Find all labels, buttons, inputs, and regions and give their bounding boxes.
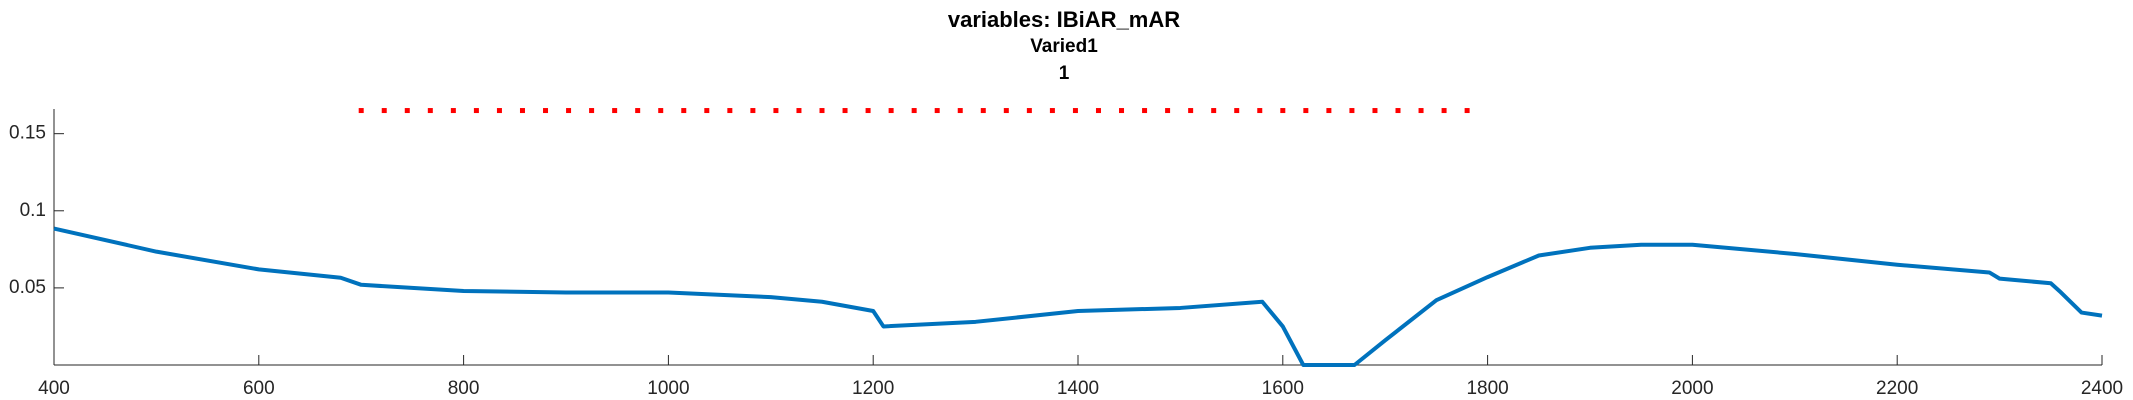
data-dot	[727, 108, 733, 114]
data-dot	[773, 108, 779, 114]
data-dot	[589, 108, 595, 114]
y-tick-label: 0.1	[20, 200, 46, 221]
data-dot	[681, 108, 687, 114]
data-dot	[1349, 108, 1355, 114]
data-dot	[1326, 108, 1332, 114]
data-line	[53, 226, 2103, 367]
data-dot	[1441, 108, 1447, 114]
data-dot	[819, 108, 825, 114]
data-dot	[957, 108, 963, 114]
data-dot	[381, 108, 387, 114]
data-dot	[358, 108, 364, 114]
data-dot	[612, 108, 618, 114]
data-dot	[1257, 108, 1263, 114]
x-tick-label: 600	[243, 378, 275, 399]
data-dot	[1026, 108, 1032, 114]
data-dot	[496, 108, 502, 114]
data-dot	[450, 108, 456, 114]
x-tick-label: 1600	[1262, 378, 1304, 399]
data-dot	[1372, 108, 1378, 114]
x-tick-label: 1200	[852, 378, 894, 399]
data-dot	[1303, 108, 1309, 114]
data-dot	[750, 108, 756, 114]
data-dot	[1188, 108, 1194, 114]
y-tick-label: 0.05	[9, 277, 46, 298]
data-dot	[473, 108, 479, 114]
data-dot	[635, 108, 641, 114]
chart-title: variables: IBiAR_mAR	[948, 7, 1180, 32]
data-dot	[1211, 108, 1217, 114]
x-tick-label: 1400	[1057, 378, 1099, 399]
data-dot	[911, 108, 917, 114]
y-tick-label: 0.15	[9, 123, 46, 144]
data-dot	[1464, 108, 1470, 114]
data-dot	[1395, 108, 1401, 114]
chart-subtitle: Varied1	[1030, 36, 1098, 57]
data-dot	[888, 108, 894, 114]
data-dot	[1049, 108, 1055, 114]
data-dot	[566, 108, 572, 114]
data-dot	[1234, 108, 1240, 114]
data-dot	[1095, 108, 1101, 114]
x-tick-label: 1000	[647, 378, 689, 399]
x-tick-label: 400	[38, 378, 70, 399]
data-dot	[1003, 108, 1009, 114]
data-dot	[1142, 108, 1148, 114]
data-dot	[796, 108, 802, 114]
data-dot	[543, 108, 549, 114]
data-dot	[1418, 108, 1424, 114]
data-dot	[427, 108, 433, 114]
data-dot	[865, 108, 871, 114]
data-dot	[704, 108, 710, 114]
data-dot	[658, 108, 664, 114]
x-tick-label: 2400	[2081, 378, 2123, 399]
data-dot	[842, 108, 848, 114]
data-dot	[934, 108, 940, 114]
x-tick-label: 2200	[1876, 378, 1918, 399]
chart-subtitle: 1	[1059, 63, 1070, 84]
data-dot	[1165, 108, 1171, 114]
data-dot	[404, 108, 410, 114]
x-tick-label: 2000	[1671, 378, 1713, 399]
x-tick-label: 1800	[1466, 378, 1508, 399]
x-tick-label: 800	[448, 378, 480, 399]
data-dot	[1119, 108, 1125, 114]
data-dot	[980, 108, 986, 114]
data-dot	[1072, 108, 1078, 114]
data-dot	[1280, 108, 1286, 114]
data-dot	[519, 108, 525, 114]
